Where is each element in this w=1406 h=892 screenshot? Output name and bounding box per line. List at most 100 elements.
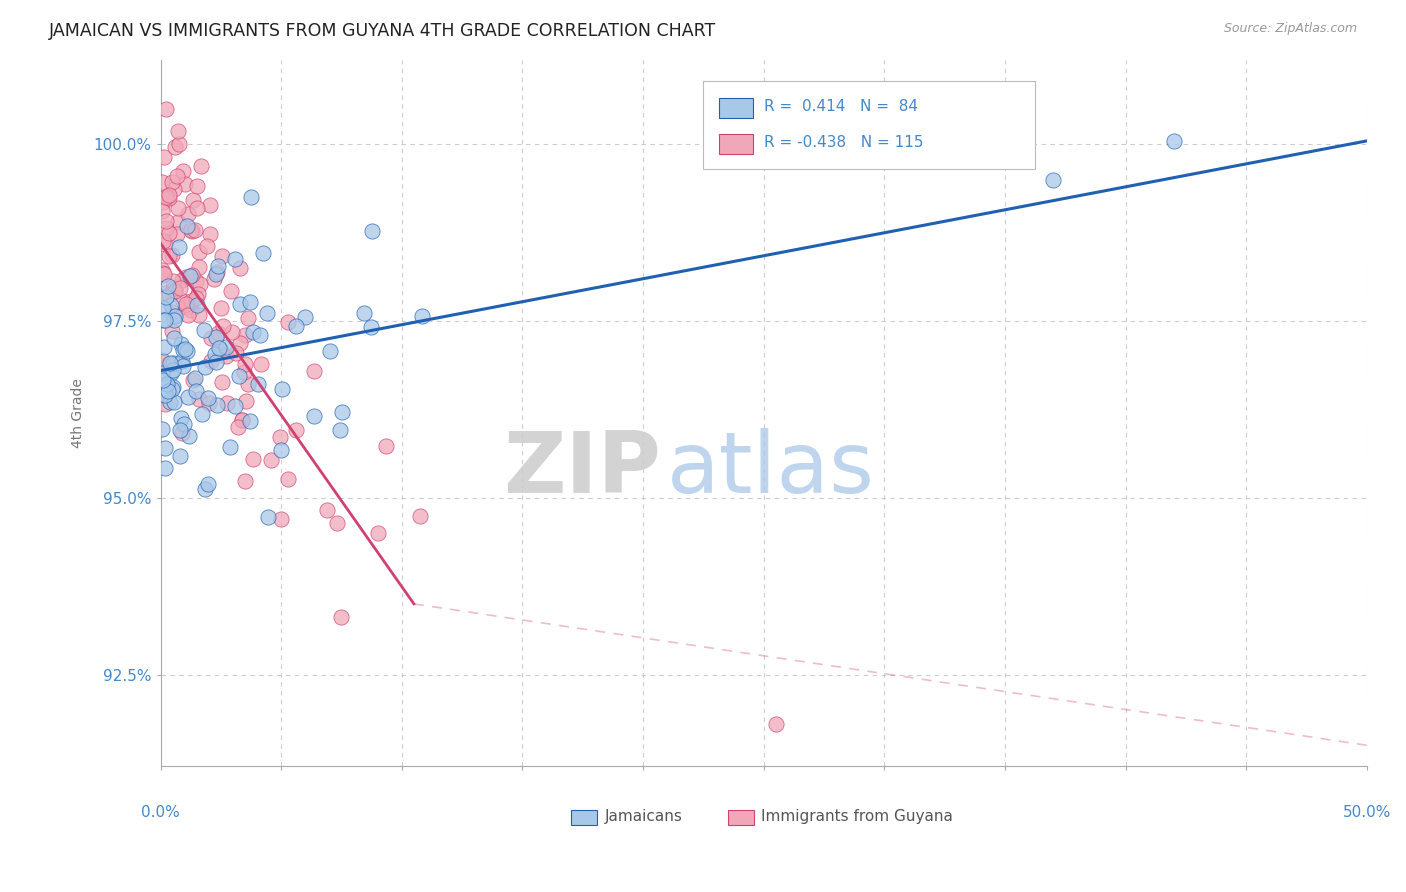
Point (198, 198, 221, 212)
Point (155, 102, 177, 116)
Point (170, 425, 193, 440)
Point (173, 417, 195, 431)
Point (204, 267, 226, 281)
Point (285, 318, 308, 333)
Point (193, 323, 215, 337)
Point (152, 301, 174, 316)
Point (152, 266, 174, 280)
Point (169, 423, 191, 437)
Text: Jamaicans: Jamaicans (605, 809, 682, 824)
Point (152, 312, 174, 326)
Point (191, 407, 214, 421)
Point (242, 325, 264, 339)
Text: Source: ZipAtlas.com: Source: ZipAtlas.com (1223, 22, 1357, 36)
FancyBboxPatch shape (703, 81, 1035, 169)
Point (198, 227, 221, 241)
Point (152, 374, 174, 388)
Point (186, 298, 208, 312)
Point (204, 355, 226, 369)
Point (187, 308, 209, 322)
Point (361, 224, 384, 238)
Point (155, 190, 177, 204)
Point (176, 297, 198, 311)
Point (157, 190, 180, 204)
Point (174, 300, 197, 314)
Point (330, 405, 353, 419)
Point (157, 288, 180, 302)
Text: atlas: atlas (668, 428, 875, 511)
Point (207, 326, 229, 340)
Point (186, 274, 208, 288)
Point (166, 169, 188, 183)
Point (172, 353, 194, 368)
Point (233, 328, 256, 343)
Text: 50.0%: 50.0% (1343, 805, 1391, 821)
Point (173, 177, 195, 191)
Point (177, 428, 200, 442)
Point (233, 365, 256, 379)
Point (242, 451, 264, 466)
Point (184, 384, 207, 398)
Point (233, 474, 256, 488)
Point (155, 441, 177, 455)
Point (1042, 173, 1064, 187)
Point (269, 430, 291, 444)
Point (152, 194, 174, 209)
Point (238, 377, 260, 392)
Point (160, 305, 183, 319)
Point (162, 356, 184, 370)
Point (249, 328, 271, 343)
Point (231, 413, 253, 427)
Point (195, 239, 218, 253)
Point (163, 309, 186, 323)
Point (260, 453, 283, 467)
Point (257, 509, 280, 524)
Point (169, 449, 191, 463)
Point (157, 357, 180, 371)
Point (155, 213, 177, 227)
Point (409, 508, 432, 523)
Point (176, 219, 198, 234)
Point (188, 245, 211, 260)
Point (208, 341, 231, 355)
Point (188, 392, 211, 406)
Text: JAMAICAN VS IMMIGRANTS FROM GUYANA 4TH GRADE CORRELATION CHART: JAMAICAN VS IMMIGRANTS FROM GUYANA 4TH G… (49, 22, 717, 40)
Point (316, 503, 339, 517)
Point (184, 223, 207, 237)
Point (277, 472, 299, 486)
Point (174, 270, 197, 285)
Point (215, 349, 238, 363)
Point (186, 179, 208, 194)
Point (325, 516, 347, 530)
Point (162, 363, 184, 377)
Point (277, 315, 299, 329)
Text: R = -0.438   N = 115: R = -0.438 N = 115 (763, 135, 924, 150)
Point (177, 308, 200, 322)
Point (270, 512, 292, 526)
Text: 0.0%: 0.0% (141, 805, 180, 821)
Point (194, 482, 217, 496)
Point (150, 366, 173, 380)
Point (221, 326, 243, 340)
Point (194, 359, 217, 374)
Point (211, 375, 233, 389)
Point (200, 331, 222, 345)
Point (183, 372, 205, 386)
Point (159, 249, 181, 263)
Point (166, 123, 188, 137)
Point (162, 380, 184, 394)
Point (163, 394, 186, 409)
Point (160, 324, 183, 338)
Point (229, 297, 252, 311)
Point (411, 310, 433, 324)
Point (157, 279, 180, 293)
Point (252, 245, 274, 260)
Point (284, 423, 307, 437)
Point (167, 137, 190, 152)
Point (219, 441, 242, 455)
Point (198, 396, 221, 410)
Point (170, 337, 193, 351)
Point (160, 175, 183, 189)
Point (163, 331, 186, 345)
Point (163, 313, 186, 327)
